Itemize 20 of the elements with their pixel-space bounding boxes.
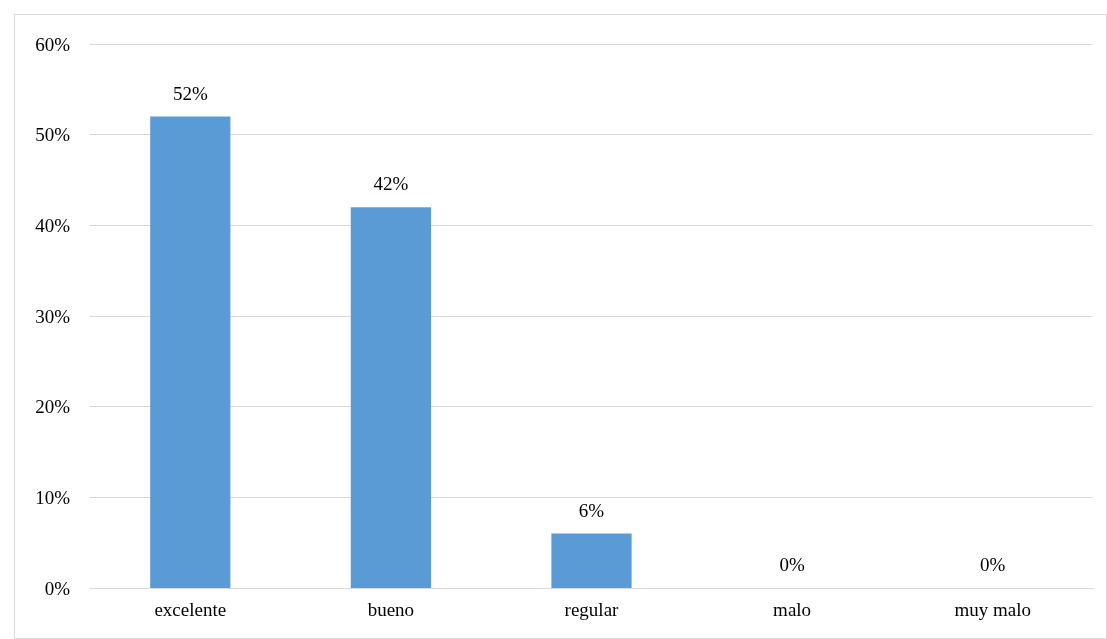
x-tick-label: excelente (154, 599, 227, 620)
y-tick-label: 20% (35, 396, 71, 418)
bar (350, 207, 432, 588)
y-tick-label: 30% (35, 305, 71, 327)
y-tick-label: 50% (35, 124, 71, 146)
data-label: 0% (779, 554, 805, 575)
data-label: 0% (980, 554, 1006, 575)
data-label: 52% (172, 82, 208, 104)
y-tick-label: 0% (44, 577, 71, 599)
bar (150, 116, 231, 588)
x-tick-label: regular (564, 599, 620, 620)
x-tick-label: malo (773, 599, 812, 620)
y-tick-label: 40% (35, 214, 71, 236)
x-tick-label: bueno (367, 599, 415, 620)
data-label: 42% (373, 173, 409, 195)
data-label: 6% (578, 499, 605, 521)
y-tick-label: 10% (35, 486, 71, 508)
x-tick-label: muy malo (954, 599, 1031, 620)
bar (551, 533, 632, 588)
y-tick-label: 60% (35, 33, 71, 55)
